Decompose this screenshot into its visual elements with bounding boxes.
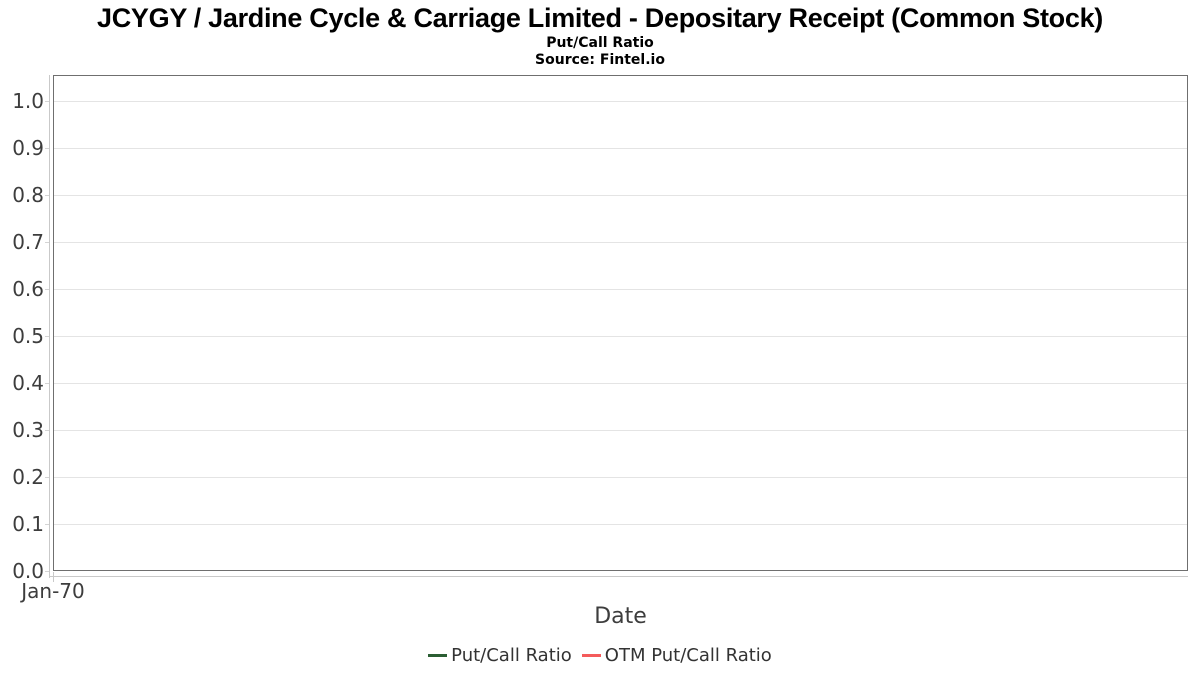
y-tick-mark <box>45 101 49 102</box>
y-axis-spine <box>49 75 50 578</box>
y-tick-mark <box>45 524 49 525</box>
legend-item[interactable]: Put/Call Ratio <box>428 645 572 666</box>
y-tick-label: 0.9 <box>12 136 44 160</box>
legend-line-swatch <box>428 654 448 657</box>
gridline <box>54 289 1187 290</box>
chart-subtitle: Put/Call Ratio <box>546 35 654 51</box>
gridline <box>54 383 1187 384</box>
y-tick-mark <box>45 242 49 243</box>
x-axis-title: Date <box>594 604 647 629</box>
chart-title: JCYGY / Jardine Cycle & Carriage Limited… <box>97 3 1103 33</box>
y-tick-mark <box>45 289 49 290</box>
x-tick-label: Jan-70 <box>21 579 85 603</box>
y-tick-label: 1.0 <box>12 89 44 113</box>
y-tick-mark <box>45 383 49 384</box>
y-tick-mark <box>45 195 49 196</box>
y-tick-label: 0.6 <box>12 277 44 301</box>
gridline <box>54 430 1187 431</box>
chart-source-label: Source: Fintel.io <box>535 52 665 68</box>
y-tick-label: 0.8 <box>12 183 44 207</box>
legend-line-swatch <box>581 654 601 657</box>
y-tick-mark <box>45 336 49 337</box>
legend-label: Put/Call Ratio <box>451 645 572 666</box>
x-tick-mark <box>53 572 54 582</box>
y-tick-label: 0.3 <box>12 418 44 442</box>
y-tick-mark <box>45 148 49 149</box>
y-tick-label: 0.2 <box>12 465 44 489</box>
gridline <box>54 477 1187 478</box>
y-tick-label: 0.1 <box>12 512 44 536</box>
plot-area <box>53 75 1188 571</box>
legend-item[interactable]: OTM Put/Call Ratio <box>581 645 772 666</box>
gridline <box>54 242 1187 243</box>
gridline <box>54 101 1187 102</box>
y-tick-mark <box>45 430 49 431</box>
legend: Put/Call Ratio OTM Put/Call Ratio <box>0 645 1200 666</box>
gridline <box>54 524 1187 525</box>
y-tick-mark <box>45 571 49 572</box>
y-tick-mark <box>45 477 49 478</box>
x-axis-spine <box>49 576 1188 577</box>
y-tick-label: 0.5 <box>12 324 44 348</box>
y-tick-label: 0.7 <box>12 230 44 254</box>
y-tick-label: 0.4 <box>12 371 44 395</box>
y-tick-label: 0.0 <box>12 559 44 583</box>
legend-label: OTM Put/Call Ratio <box>604 645 772 666</box>
gridline <box>54 336 1187 337</box>
gridline <box>54 148 1187 149</box>
gridline <box>54 195 1187 196</box>
